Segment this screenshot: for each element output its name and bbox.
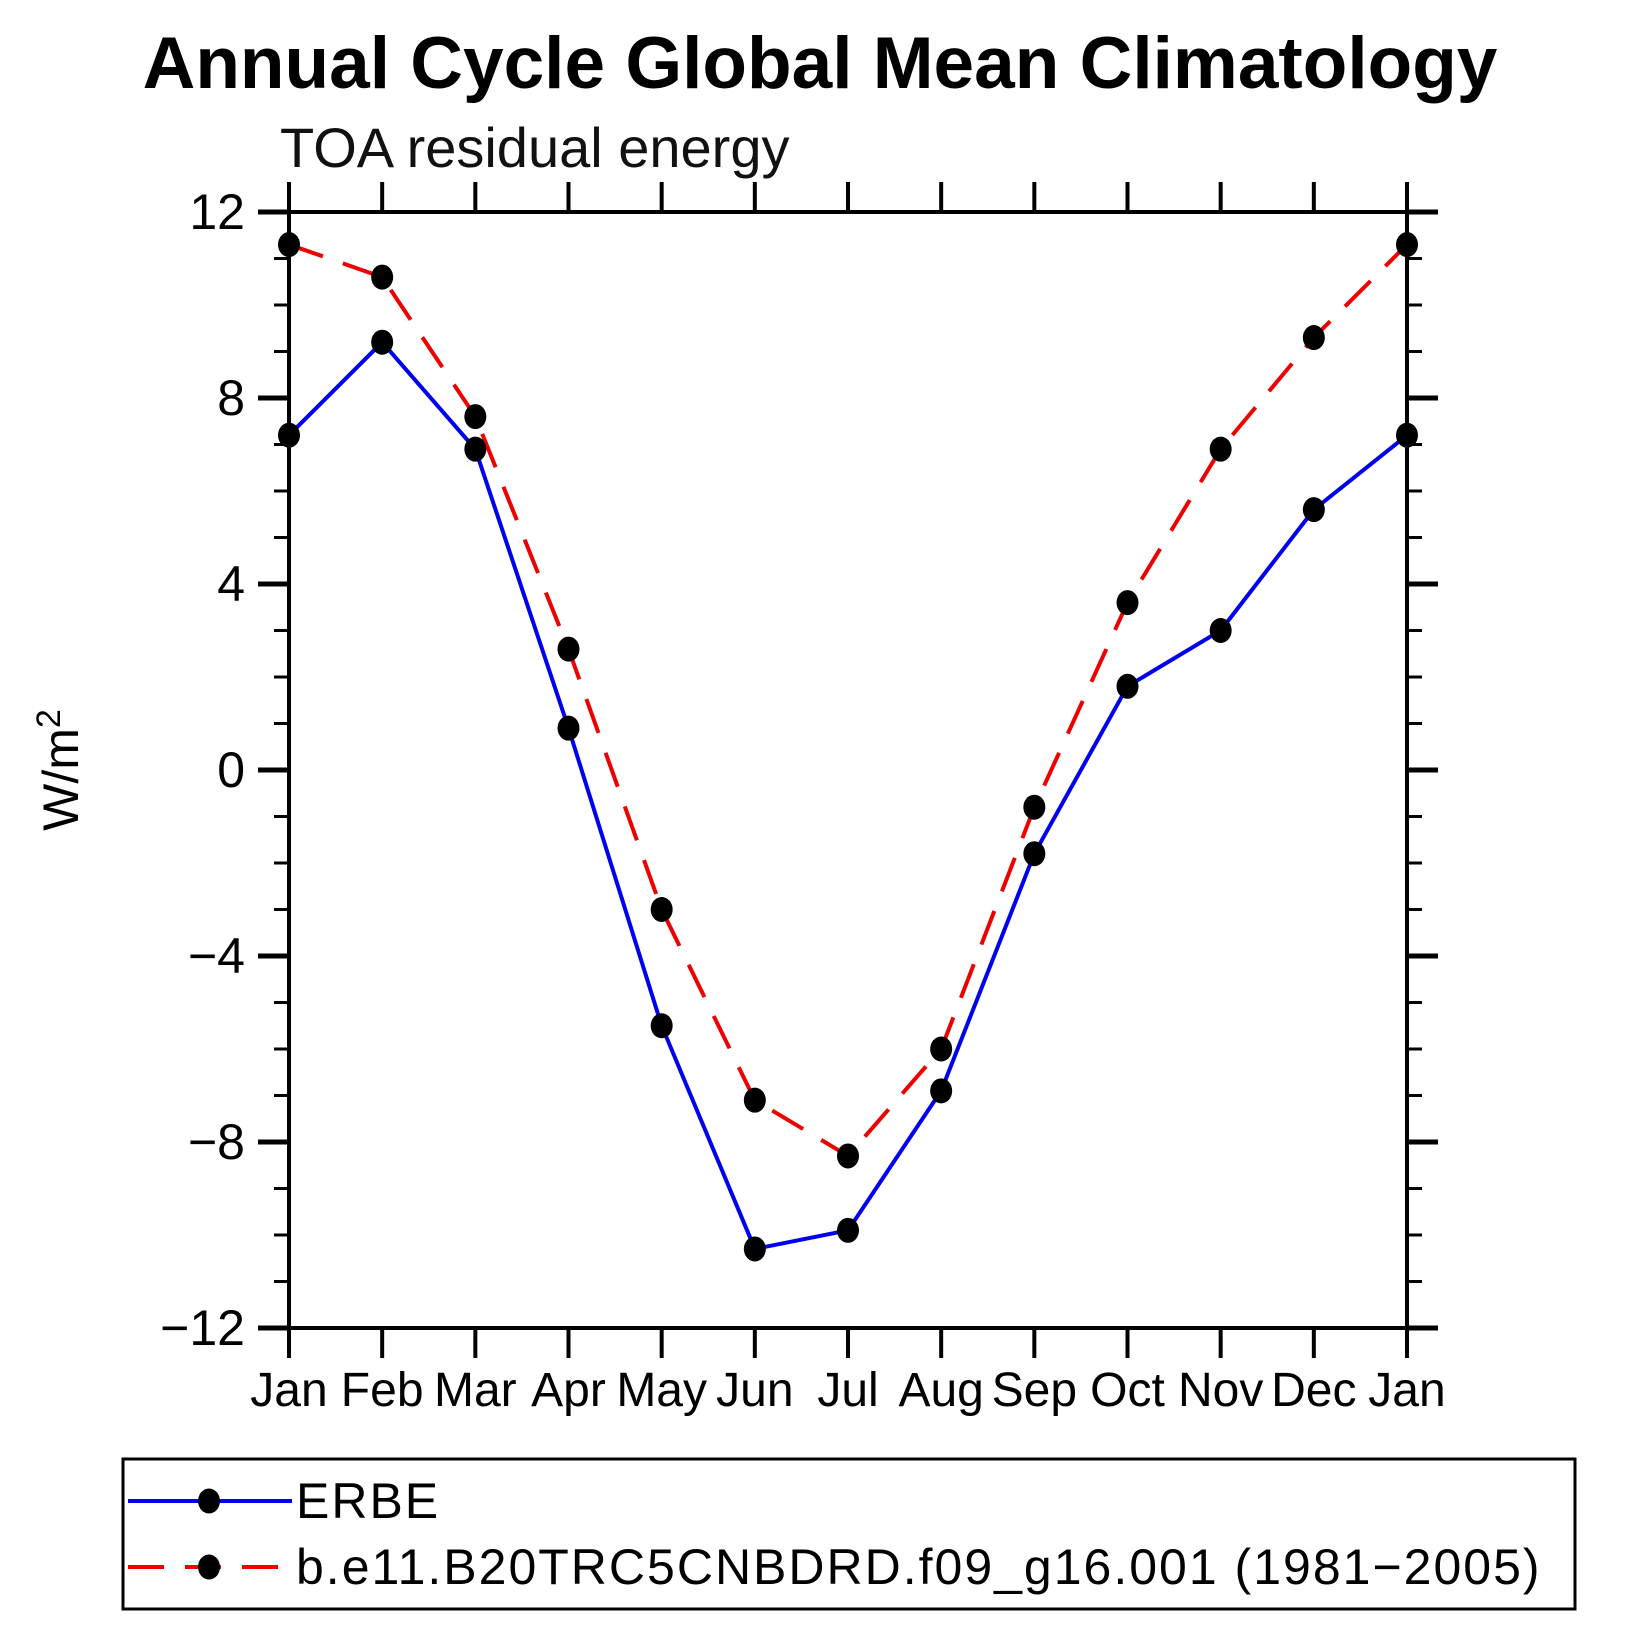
erbe-line [287, 339, 1409, 1252]
data-point-marker [557, 715, 580, 741]
data-point-marker [1209, 436, 1232, 462]
chart-title: Annual Cycle Global Mean Climatology [143, 23, 1498, 104]
model-line [288, 242, 1409, 1159]
legend-sample-marker [198, 1488, 220, 1514]
data-point-marker [1209, 618, 1232, 643]
legend-label-erbe: ERBE [296, 1473, 440, 1529]
data-point-marker [371, 264, 394, 290]
legend-box [121, 1457, 1577, 1611]
data-point-marker [371, 329, 394, 355]
legend-samples [128, 1488, 292, 1580]
data-point-marker [464, 436, 487, 462]
y-tick-label: 0 [217, 742, 245, 798]
data-point-marker [650, 897, 673, 922]
x-tick-label: Oct [1090, 1364, 1165, 1417]
data-point-marker [464, 404, 487, 430]
data-point-marker [557, 636, 580, 662]
data-point-marker [650, 1013, 673, 1039]
x-tick-label: Nov [1178, 1364, 1263, 1417]
y-tick-label: 8 [217, 370, 245, 426]
x-tick-label: Jun [716, 1364, 793, 1417]
x-tick-label: Jan [1368, 1364, 1445, 1417]
plot-area: Jan Feb Mar Apr May Jun Jul Aug Sep Oct Nov Dec Jan−… [30, 182, 1446, 1417]
data-point-marker [1116, 590, 1139, 616]
legend: ERBE b.e11.B20TRC5CNBDRD.f09_g16.001 (19… [121, 1457, 1577, 1611]
data-point-marker [1023, 794, 1046, 820]
y-tick-label: 12 [189, 184, 245, 240]
x-tick-label: Sep [992, 1364, 1077, 1417]
data-point-marker [1302, 497, 1325, 523]
y-tick-label: 4 [217, 556, 245, 612]
data-point-marker [278, 422, 300, 448]
x-tick-label: Feb [341, 1364, 424, 1417]
legend-label-model: b.e11.B20TRC5CNBDRD.f09_g16.001 (1981−20… [296, 1539, 1542, 1595]
x-tick-label: Aug [898, 1364, 983, 1417]
y-tick-label: −8 [188, 1114, 245, 1170]
y-tick-label: −12 [160, 1300, 245, 1356]
data-point-marker [1023, 841, 1046, 867]
data-point-marker [1116, 673, 1139, 699]
data-point-marker [743, 1236, 766, 1262]
y-axis-title: W/m2 [30, 709, 89, 831]
data-point-marker [1302, 325, 1325, 351]
data-point-marker [278, 232, 300, 258]
x-tick-label: Apr [531, 1364, 606, 1417]
x-tick-label: Jul [817, 1364, 878, 1417]
data-point-marker [837, 1217, 859, 1243]
x-tick-label: May [616, 1364, 707, 1417]
y-tick-label: −4 [188, 928, 245, 984]
x-tick-label: Jan [250, 1364, 327, 1417]
data-point-marker [930, 1078, 953, 1104]
data-point-marker [743, 1087, 766, 1113]
chart-subtitle: TOA residual energy [280, 116, 789, 179]
x-tick-label: Mar [434, 1364, 517, 1417]
data-point-marker [1396, 232, 1418, 258]
legend-sample-marker [198, 1554, 220, 1580]
data-point-marker [837, 1143, 859, 1169]
data-point-marker [1396, 422, 1418, 448]
data-point-marker [930, 1036, 953, 1062]
x-tick-label: Dec [1271, 1364, 1356, 1417]
